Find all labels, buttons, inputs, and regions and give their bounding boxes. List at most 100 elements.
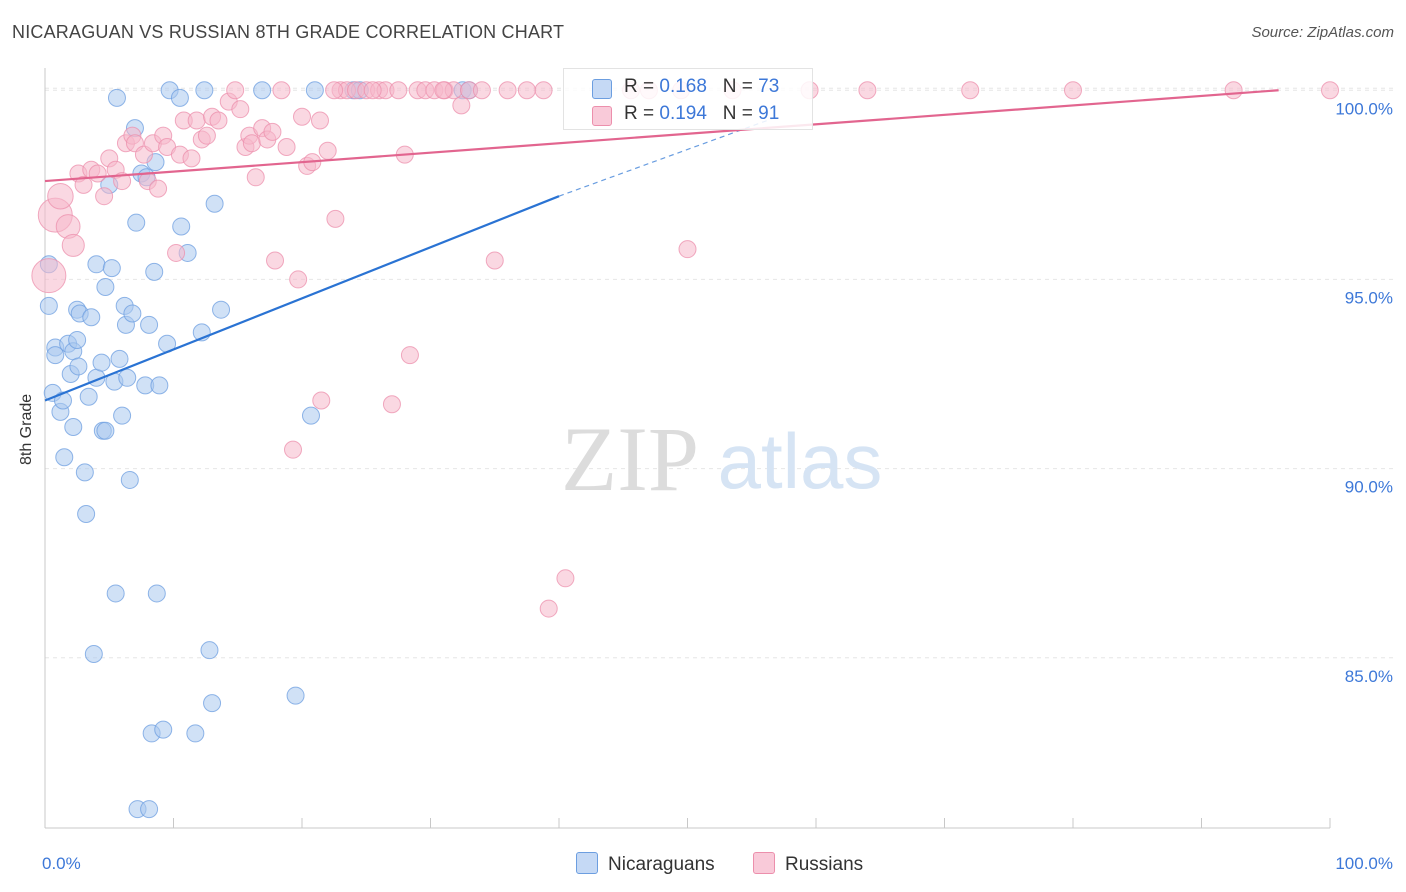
- nicaraguan-point: [53, 391, 72, 410]
- russian-point: [263, 122, 282, 141]
- nicaraguan-point: [82, 308, 101, 327]
- russian-point: [74, 175, 93, 194]
- legend-swatch-blue: [592, 79, 612, 99]
- russian-point: [187, 111, 206, 130]
- russian-point: [1321, 81, 1339, 100]
- russian-point: [149, 179, 168, 198]
- nicaraguan-point: [96, 277, 115, 296]
- nicaraguan-point: [79, 387, 98, 406]
- russian-point: [209, 111, 228, 130]
- x-tick-label-min: 0.0%: [42, 854, 81, 873]
- russian-point: [182, 149, 201, 168]
- russian-point: [1064, 81, 1082, 100]
- nicaraguan-point: [87, 255, 106, 274]
- russian-point: [167, 243, 186, 262]
- nicaraguan-point: [140, 315, 159, 334]
- trend-lines: [44, 89, 1279, 402]
- legend-swatch-russians: [753, 852, 775, 874]
- y-tick-label: 100.0%: [1335, 99, 1393, 118]
- russian-point: [534, 81, 553, 100]
- source-label: Source: ZipAtlas.com: [1251, 24, 1394, 41]
- russian-point: [434, 81, 453, 100]
- nicaraguan-point: [106, 584, 125, 603]
- russian-point: [289, 270, 308, 289]
- nicaraguan-point: [286, 686, 305, 705]
- nicaraguan-point: [203, 694, 222, 713]
- russian-point: [197, 126, 216, 145]
- nicaraguan-point: [305, 81, 324, 100]
- russian-point: [472, 81, 491, 100]
- nicaraguan-point: [84, 644, 103, 663]
- tick-labels: 85.0% 90.0% 95.0% 100.0% 0.0% 100.0%: [42, 99, 1393, 873]
- russian-point: [272, 81, 291, 100]
- nicaraguan-point: [46, 346, 65, 365]
- russian-point: [539, 599, 558, 618]
- nicaraguan-point: [123, 304, 142, 323]
- watermark-zip: ZIP: [561, 408, 699, 510]
- nicaraguan-point: [150, 376, 169, 395]
- russian-point: [293, 107, 311, 126]
- nicaraguan-point: [147, 584, 166, 603]
- russian-point: [231, 100, 250, 119]
- nicaraguan-point: [92, 353, 111, 372]
- legend-text-russians: R = 0.194 N = 91: [624, 103, 780, 124]
- nicaraguan-point: [212, 300, 231, 319]
- russian-trend-line: [44, 89, 1279, 183]
- y-tick-label: 95.0%: [1345, 288, 1393, 307]
- nicaraguan-point: [118, 368, 137, 387]
- russian-point: [310, 111, 329, 130]
- nicaraguan-point: [301, 406, 320, 425]
- legend-label-nicaraguans: Nicaraguans: [608, 854, 715, 875]
- nicaraguan-point: [113, 406, 132, 425]
- nicaraguan-point: [110, 349, 129, 368]
- russian-point: [318, 141, 337, 160]
- axes: [44, 68, 1331, 829]
- russian-point: [95, 187, 114, 206]
- y-tick-label: 85.0%: [1345, 667, 1393, 686]
- russian-point: [88, 164, 107, 183]
- nicaraguan-point: [200, 641, 219, 660]
- legend-swatch-nicaraguans: [576, 852, 598, 874]
- nicaraguan-point: [205, 194, 224, 213]
- x-tick-label-max: 100.0%: [1335, 854, 1393, 873]
- legend-label-russians: Russians: [785, 854, 864, 875]
- nicaraguan-point: [140, 800, 159, 819]
- chart-title: NICARAGUAN VS RUSSIAN 8TH GRADE CORRELAT…: [12, 22, 565, 42]
- russian-point: [47, 182, 74, 210]
- russians-points: [31, 81, 1339, 618]
- nicaraguan-point: [154, 720, 173, 739]
- russian-point: [485, 251, 504, 270]
- russian-point: [312, 391, 331, 410]
- russian-point: [382, 395, 401, 414]
- russian-point: [961, 81, 980, 100]
- stats-legend: R = 0.168 N = 73 R = 0.194 N = 91: [563, 68, 813, 130]
- watermark: ZIP atlas: [561, 408, 882, 510]
- nicaraguan-point: [127, 213, 146, 232]
- russian-point: [242, 134, 261, 153]
- russian-point: [246, 168, 265, 187]
- nicaraguan-point: [172, 217, 191, 236]
- nicaraguan-point: [68, 330, 87, 349]
- legend-swatch-pink: [592, 106, 612, 126]
- russian-point: [389, 81, 408, 100]
- russian-point: [678, 240, 697, 259]
- legend-nicaraguans: Nicaraguans: [576, 852, 715, 876]
- russian-point: [277, 138, 296, 157]
- russian-point: [363, 81, 382, 100]
- russian-point: [61, 233, 85, 257]
- nicaraguan-point: [120, 470, 139, 489]
- nicaraguan-point: [170, 88, 189, 107]
- russian-point: [31, 258, 67, 294]
- nicaraguan-trend-line: [44, 195, 560, 402]
- nicaraguan-point: [96, 421, 115, 440]
- russian-point: [266, 251, 285, 270]
- russian-point: [284, 440, 303, 459]
- nicaraguan-point: [75, 463, 94, 482]
- nicaraguan-point: [253, 81, 272, 100]
- nicaraguan-point: [186, 724, 205, 743]
- russian-point: [1224, 81, 1243, 100]
- russian-point: [517, 81, 536, 100]
- russian-point: [556, 569, 575, 588]
- nicaraguan-point: [77, 504, 96, 523]
